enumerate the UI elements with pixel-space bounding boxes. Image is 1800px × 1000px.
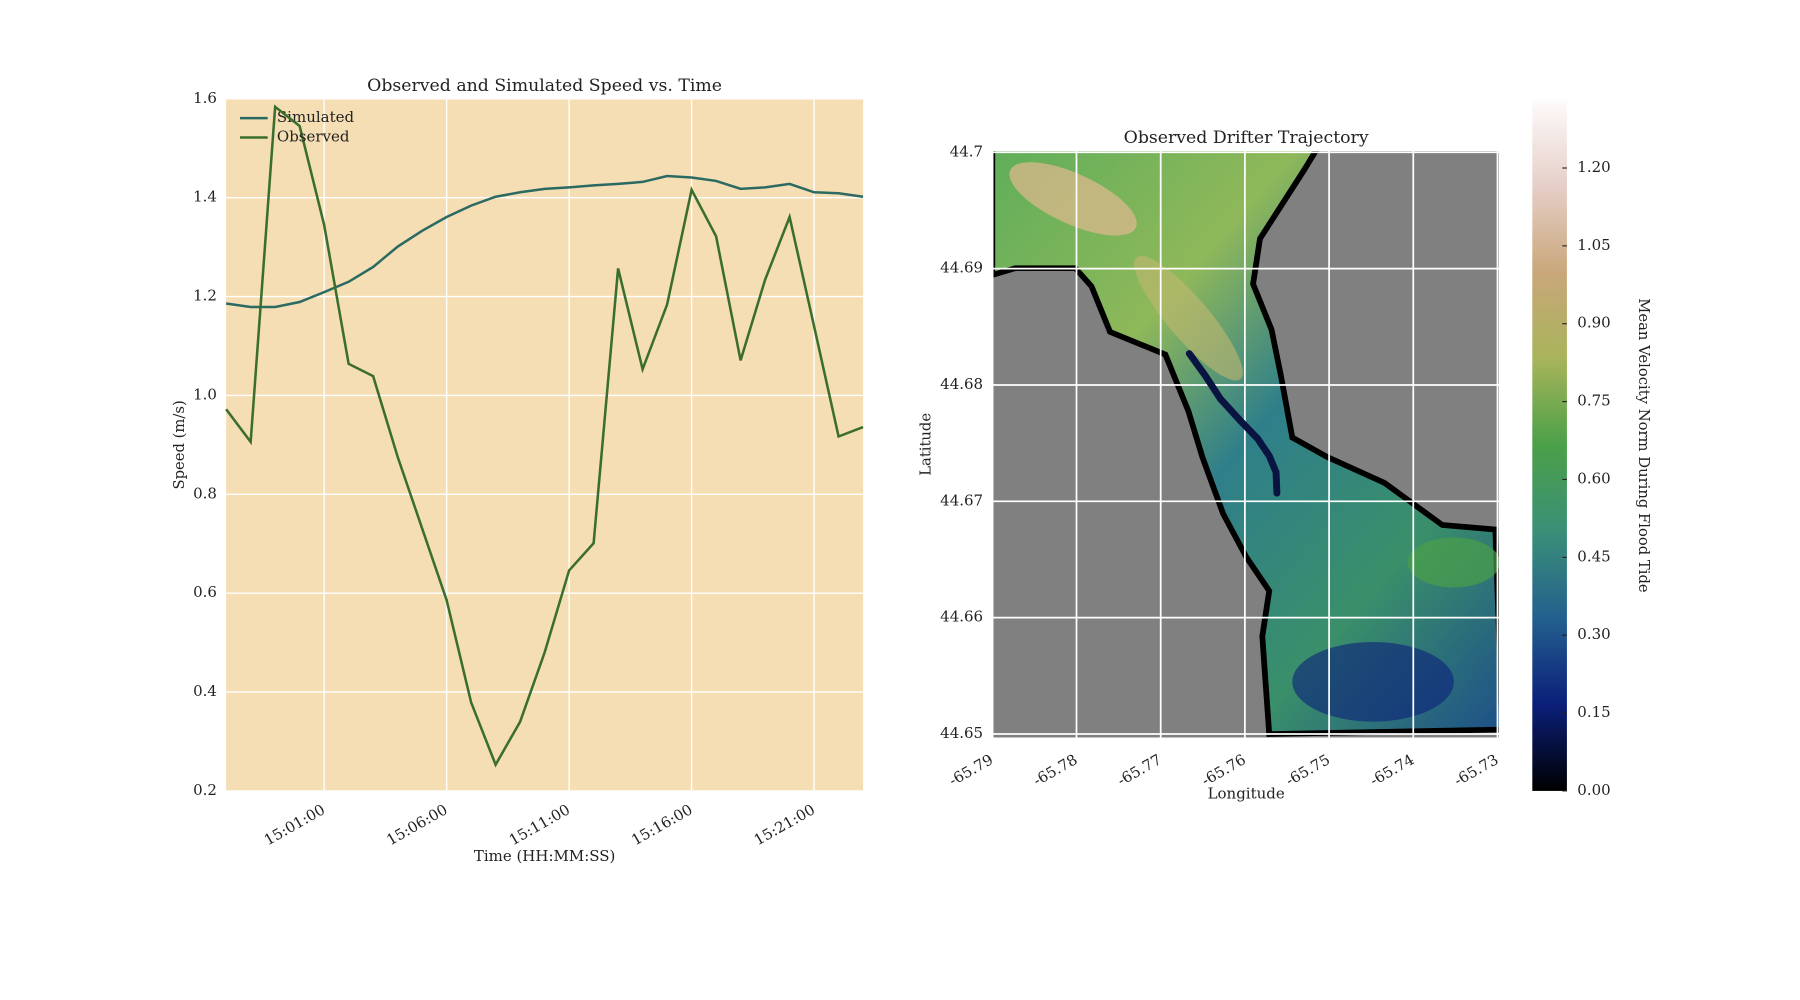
colorbar-tick-label: 1.20 [1577,158,1610,176]
legend-label: Simulated [277,108,355,126]
colorbar-tick-label: 0.15 [1577,703,1610,721]
y-tick-label: 1.4 [193,188,217,206]
y-tick-label: 0.8 [193,484,217,502]
x-tick-label: 15:16:00 [628,800,695,849]
colorbar-tick-label: 0.60 [1577,470,1610,488]
y-axis-label: Speed (m/s) [170,400,188,489]
legend-label: Observed [277,128,350,146]
x-tick-label: -65.73 [1451,750,1502,789]
y-tick-label: 0.6 [193,583,217,601]
colorbar-tick-label: 0.75 [1577,392,1610,410]
trajectory [1185,350,1281,497]
colorbar-tick-label: 0.00 [1577,781,1610,799]
chart-layer: 0.2 0.4 0.6 0.8 1.0 1.2 1.4 1.6 15:01:00 15:06:00… [170,76,1653,865]
x-tick-label: 15:06:00 [383,800,450,849]
x-tick-label: 15:11:00 [506,800,573,849]
colorbar-tick-label: 0.30 [1577,625,1610,643]
x-axis-label: Longitude [1208,784,1285,802]
colorbar-label: Mean Velocity Norm During Flood Tide [1635,298,1653,593]
x-tick-label: -65.78 [1030,750,1081,789]
map-frame [991,148,1502,740]
x-tick-label: -65.75 [1282,750,1333,789]
chart-title: Observed Drifter Trajectory [1124,128,1369,148]
bathymetry-shallow [1407,537,1500,588]
y-tick-label: 44.69 [940,259,983,277]
y-tick-label: 44.7 [950,142,983,160]
y-tick-label: 0.2 [193,781,217,799]
x-tick-label: 15:01:00 [261,800,328,849]
x-tick-label: -65.74 [1367,750,1418,789]
y-tick-label: 1.6 [193,89,217,107]
x-axis-label: Time (HH:MM:SS) [474,847,616,865]
y-tick-label: 44.65 [940,724,983,742]
colorbar-tick-label: 0.45 [1577,547,1610,565]
bathymetry-shallow [1009,162,1137,236]
y-tick-label: 44.68 [940,375,983,393]
colorbar-tick-label: 1.05 [1577,236,1610,254]
plot-background [226,98,864,791]
colorbar-tick-label: 0.90 [1577,314,1610,332]
y-axis-label: Latitude [916,413,934,476]
y-tick-label: 44.66 [940,608,983,626]
map-area [992,150,1500,739]
x-tick-label: -65.77 [1114,750,1165,789]
bathymetry-deep [1292,642,1454,722]
y-tick-label: 1.2 [193,287,217,305]
y-tick-label: 0.4 [193,682,217,700]
data-line [225,104,864,768]
chart-title: Observed and Simulated Speed vs. Time [367,76,722,96]
y-tick-label: 1.0 [193,386,217,404]
colorbar [1532,100,1567,791]
y-tick-label: 44.67 [940,491,983,509]
x-tick-label: 15:21:00 [751,800,818,849]
x-tick-label: -65.79 [946,750,997,789]
data-line [225,174,864,309]
